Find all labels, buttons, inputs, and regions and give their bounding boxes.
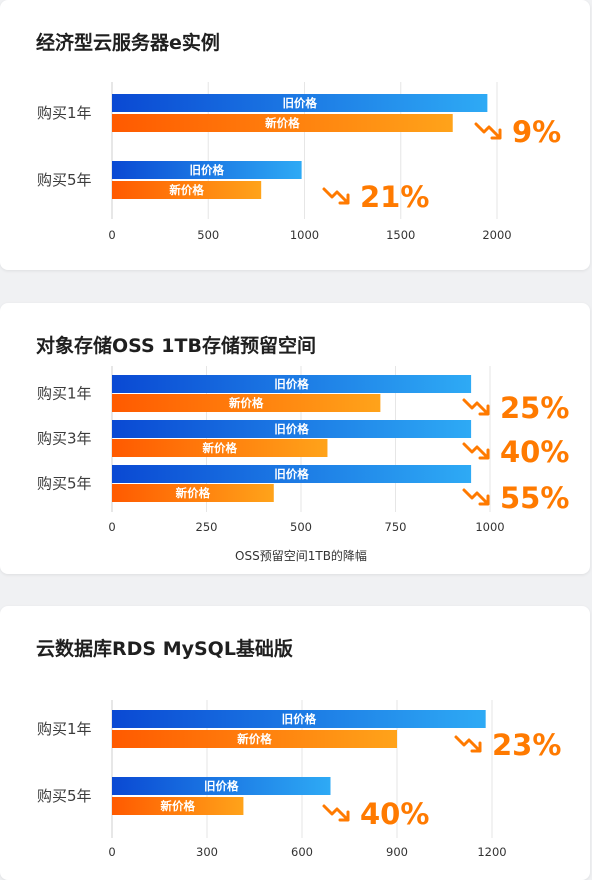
tick-label: 600 bbox=[291, 845, 313, 859]
new-price-bar bbox=[112, 730, 397, 748]
tick-label: 750 bbox=[385, 520, 407, 534]
old-price-bar bbox=[112, 420, 472, 438]
category-label: 购买1年 bbox=[37, 385, 92, 403]
chart-card: 对象存储OSS 1TB存储预留空间 0 250 500 750 1000 购买1年 旧价格新… bbox=[0, 303, 590, 574]
decrease-percentage: 9% bbox=[512, 115, 561, 149]
decrease-percentage: 55% bbox=[500, 481, 569, 515]
new-price-label: 新价格 bbox=[265, 116, 300, 130]
old-price-bar bbox=[112, 375, 472, 393]
tick-label: 1200 bbox=[477, 845, 506, 859]
tick-label: 0 bbox=[108, 845, 115, 859]
new-price-bar bbox=[112, 484, 274, 502]
tick-label: 500 bbox=[290, 520, 312, 534]
decrease-percentage: 21% bbox=[360, 180, 429, 214]
new-price-bar bbox=[112, 114, 453, 132]
tick-label: 900 bbox=[386, 845, 408, 859]
decrease-percentage: 23% bbox=[492, 728, 561, 762]
trend-down-icon bbox=[322, 804, 350, 822]
tick-label: 0 bbox=[108, 228, 115, 242]
new-price-label: 新价格 bbox=[169, 183, 204, 197]
category-label: 购买1年 bbox=[37, 104, 92, 122]
category-label: 购买5年 bbox=[37, 475, 92, 493]
chart-card: 经济型云服务器e实例 0 500 1000 1500 2000 购买1年 旧价格 新价格 9% 购… bbox=[0, 0, 590, 270]
tick-label: 500 bbox=[197, 228, 219, 242]
trend-down-icon bbox=[462, 398, 490, 416]
new-price-label: 新价格 bbox=[237, 732, 272, 746]
chart-title: 经济型云服务器e实例 bbox=[36, 32, 220, 54]
new-price-label: 新价格 bbox=[202, 441, 237, 455]
tick-label: 300 bbox=[196, 845, 218, 859]
trend-down-icon bbox=[474, 122, 502, 140]
tick-label: 1000 bbox=[475, 520, 504, 534]
old-price-bar bbox=[112, 94, 488, 112]
tick-label: 1000 bbox=[290, 228, 319, 242]
tick-label: 1500 bbox=[386, 228, 415, 242]
old-price-bar bbox=[112, 710, 486, 728]
category-label: 购买5年 bbox=[37, 787, 92, 805]
new-price-label: 新价格 bbox=[176, 486, 211, 500]
chart-title: 云数据库RDS MySQL基础版 bbox=[36, 638, 293, 660]
tick-label: 0 bbox=[108, 520, 115, 534]
trend-down-icon bbox=[462, 488, 490, 506]
category-label: 购买3年 bbox=[37, 430, 92, 448]
new-price-bar bbox=[112, 394, 381, 412]
new-price-bar bbox=[112, 439, 328, 457]
old-price-label: 旧价格 bbox=[274, 467, 309, 481]
old-price-label: 旧价格 bbox=[274, 377, 309, 391]
tick-label: 250 bbox=[196, 520, 218, 534]
trend-down-icon bbox=[454, 735, 482, 753]
old-price-bar bbox=[112, 465, 472, 483]
category-label: 购买1年 bbox=[37, 720, 92, 738]
old-price-label: 旧价格 bbox=[204, 779, 239, 793]
new-price-label: 新价格 bbox=[229, 396, 264, 410]
decrease-percentage: 40% bbox=[500, 435, 569, 469]
old-price-label: 旧价格 bbox=[274, 422, 309, 436]
chart-card: 云数据库RDS MySQL基础版 0 300 600 900 1200 购买1年 旧价格 新价… bbox=[0, 606, 590, 880]
old-price-bar bbox=[112, 777, 331, 795]
new-price-label: 新价格 bbox=[160, 799, 195, 813]
decrease-percentage: 25% bbox=[500, 391, 569, 425]
trend-down-icon bbox=[322, 187, 350, 205]
old-price-label: 旧价格 bbox=[282, 96, 317, 110]
category-label: 购买5年 bbox=[37, 171, 92, 189]
decrease-percentage: 40% bbox=[360, 797, 429, 831]
old-price-label: 旧价格 bbox=[282, 712, 317, 726]
new-price-bar bbox=[112, 181, 262, 199]
chart-title: 对象存储OSS 1TB存储预留空间 bbox=[36, 335, 316, 357]
new-price-bar bbox=[112, 797, 244, 815]
x-axis-title: OSS预留空间1TB的降幅 bbox=[235, 548, 367, 563]
tick-label: 2000 bbox=[482, 228, 511, 242]
old-price-label: 旧价格 bbox=[190, 163, 225, 177]
old-price-bar bbox=[112, 161, 302, 179]
trend-down-icon bbox=[462, 442, 490, 460]
